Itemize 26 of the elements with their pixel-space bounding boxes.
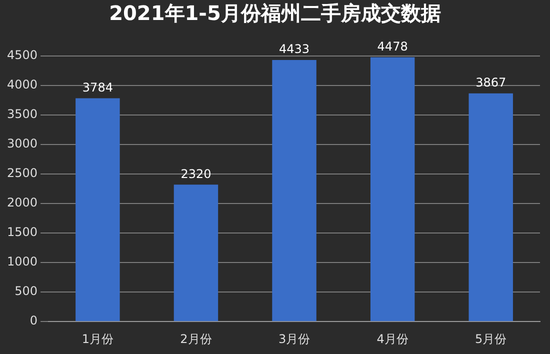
x-tick-label: 5月份 bbox=[475, 332, 507, 346]
bar bbox=[272, 60, 316, 322]
x-tick-label: 2月份 bbox=[180, 332, 212, 346]
y-tick-label: 3500 bbox=[6, 107, 38, 122]
y-tick-label: 500 bbox=[14, 284, 38, 298]
y-tick-label: 0 bbox=[30, 314, 38, 328]
data-label: 4433 bbox=[278, 42, 310, 56]
chart-title: 2021年1-5月份福州二手房成交数据 bbox=[108, 0, 442, 27]
bar bbox=[76, 98, 120, 322]
data-label: 3784 bbox=[82, 80, 113, 94]
bar bbox=[370, 57, 415, 322]
y-tick-label: 2000 bbox=[6, 196, 38, 210]
bar bbox=[468, 93, 513, 322]
y-tick-label: 4000 bbox=[6, 78, 38, 92]
y-tick-label: 1000 bbox=[6, 254, 38, 269]
y-tick-label: 3000 bbox=[6, 136, 38, 151]
y-tick-label: 2500 bbox=[6, 166, 38, 180]
data-label: 3867 bbox=[476, 75, 506, 90]
y-tick-label: 4500 bbox=[6, 48, 38, 62]
x-tick-label: 3月份 bbox=[278, 332, 310, 346]
bar bbox=[174, 184, 218, 322]
x-tick-label: 1月份 bbox=[82, 332, 114, 346]
y-tick-label: 1500 bbox=[6, 225, 38, 240]
data-label: 4478 bbox=[377, 39, 408, 54]
data-label: 2320 bbox=[180, 166, 212, 181]
x-tick-label: 4月份 bbox=[376, 332, 408, 346]
